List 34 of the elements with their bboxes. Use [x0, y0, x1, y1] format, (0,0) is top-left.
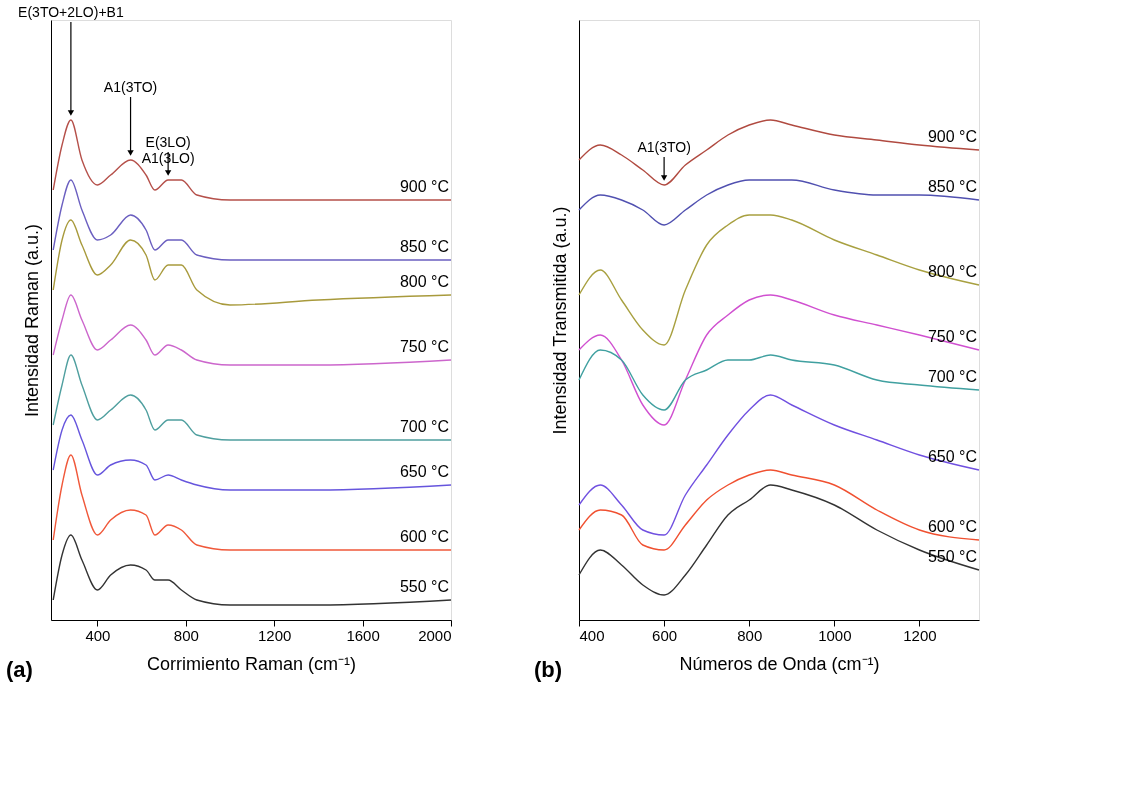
text: (b): [534, 657, 563, 682]
series-label: 750 °C: [399, 338, 449, 355]
annotation: E(3TO+2LO)+B1: [18, 4, 124, 20]
series-label: 850 °C: [399, 238, 449, 255]
text: (a): [6, 657, 33, 682]
y-axis-title: Intensidad Transmitida (a.u.): [549, 206, 570, 435]
x-tick-label: 400: [85, 626, 111, 644]
y-axis-title: Intensidad Raman (a.u.): [21, 223, 42, 418]
x-tick-label: 600: [652, 626, 678, 644]
x-tick-label: 1600: [346, 626, 380, 644]
x-tick-label: 800: [173, 626, 199, 644]
x-tick-label: 1200: [903, 626, 937, 644]
series-label: 800 °C: [927, 263, 977, 280]
x-tick-label: 2000: [418, 626, 452, 644]
series-label: 800 °C: [399, 273, 449, 290]
series-label: 600 °C: [399, 528, 449, 545]
x-tick-label: 1200: [258, 626, 292, 644]
annotation: A1(3TO): [637, 139, 691, 155]
annotation: A1(3TO): [103, 79, 158, 95]
series-label: 550 °C: [399, 578, 449, 595]
x-axis-title: Números de Onda (cm⁻¹): [679, 653, 880, 674]
series-label: 900 °C: [399, 178, 449, 195]
series-label: 650 °C: [927, 448, 977, 465]
series-label: 900 °C: [927, 128, 977, 145]
x-tick-label: 400: [579, 626, 605, 644]
series-label: 650 °C: [399, 463, 449, 480]
x-axis-title: Corrimiento Raman (cm⁻¹): [146, 653, 357, 674]
series-label: 700 °C: [927, 368, 977, 385]
x-tick-label: 800: [737, 626, 763, 644]
series-label: 850 °C: [927, 178, 977, 195]
series-label: 750 °C: [927, 328, 977, 345]
x-tick-label: 1000: [818, 626, 852, 644]
series-label: 700 °C: [399, 418, 449, 435]
series-label: 600 °C: [927, 518, 977, 535]
